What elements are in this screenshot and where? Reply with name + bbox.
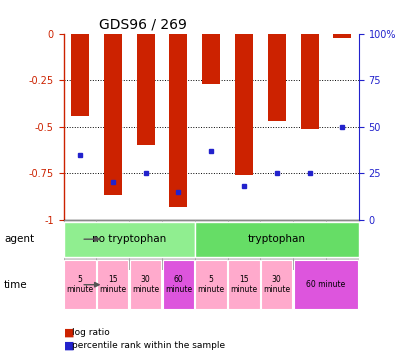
Text: GSM515: GSM515 bbox=[75, 227, 84, 257]
Bar bbox=[71, 34, 89, 116]
Text: ■: ■ bbox=[63, 328, 74, 338]
Bar bbox=[136, 34, 154, 145]
Bar bbox=[267, 34, 285, 121]
Text: 60
minute: 60 minute bbox=[164, 275, 191, 295]
Bar bbox=[103, 34, 121, 195]
Bar bbox=[162, 220, 194, 270]
Text: GSM516: GSM516 bbox=[108, 227, 117, 257]
Text: GSM565: GSM565 bbox=[337, 227, 346, 257]
Bar bbox=[293, 260, 357, 309]
Bar bbox=[227, 220, 260, 270]
Bar bbox=[234, 34, 252, 175]
Text: 30
minute: 30 minute bbox=[132, 275, 159, 295]
Text: tryptophan: tryptophan bbox=[247, 234, 305, 244]
Text: agent: agent bbox=[4, 234, 34, 244]
Bar bbox=[169, 34, 187, 207]
Text: GSM533: GSM533 bbox=[272, 227, 281, 257]
Text: 5
minute: 5 minute bbox=[197, 275, 224, 295]
Bar bbox=[325, 220, 358, 270]
Text: 15
minute: 15 minute bbox=[230, 275, 257, 295]
Bar bbox=[97, 260, 128, 309]
Bar bbox=[195, 260, 226, 309]
Bar bbox=[162, 260, 193, 309]
Text: 5
minute: 5 minute bbox=[66, 275, 93, 295]
Bar bbox=[300, 34, 318, 129]
Text: GSM519: GSM519 bbox=[173, 227, 182, 257]
Bar bbox=[260, 220, 292, 270]
Text: GSM532: GSM532 bbox=[239, 227, 248, 257]
Bar bbox=[64, 260, 95, 309]
Text: percentile rank within the sample: percentile rank within the sample bbox=[72, 341, 224, 350]
Bar bbox=[63, 220, 96, 270]
Bar bbox=[63, 221, 194, 257]
Bar bbox=[129, 220, 162, 270]
Bar bbox=[130, 260, 161, 309]
Text: ■: ■ bbox=[63, 341, 74, 351]
Bar bbox=[333, 34, 351, 37]
Bar bbox=[96, 220, 129, 270]
Bar bbox=[194, 221, 358, 257]
Text: no tryptophan: no tryptophan bbox=[92, 234, 166, 244]
Text: 30
minute: 30 minute bbox=[263, 275, 290, 295]
Text: GSM517: GSM517 bbox=[141, 227, 150, 257]
Text: GSM534: GSM534 bbox=[304, 227, 313, 257]
Bar bbox=[194, 220, 227, 270]
Text: 60 minute: 60 minute bbox=[306, 280, 345, 289]
Text: log ratio: log ratio bbox=[72, 328, 109, 337]
Bar bbox=[292, 220, 325, 270]
Text: GDS96 / 269: GDS96 / 269 bbox=[99, 17, 187, 31]
Text: GSM531: GSM531 bbox=[206, 227, 215, 257]
Bar bbox=[261, 260, 292, 309]
Bar bbox=[202, 34, 220, 84]
Text: 15
minute: 15 minute bbox=[99, 275, 126, 295]
Bar bbox=[228, 260, 259, 309]
Text: time: time bbox=[4, 280, 28, 290]
